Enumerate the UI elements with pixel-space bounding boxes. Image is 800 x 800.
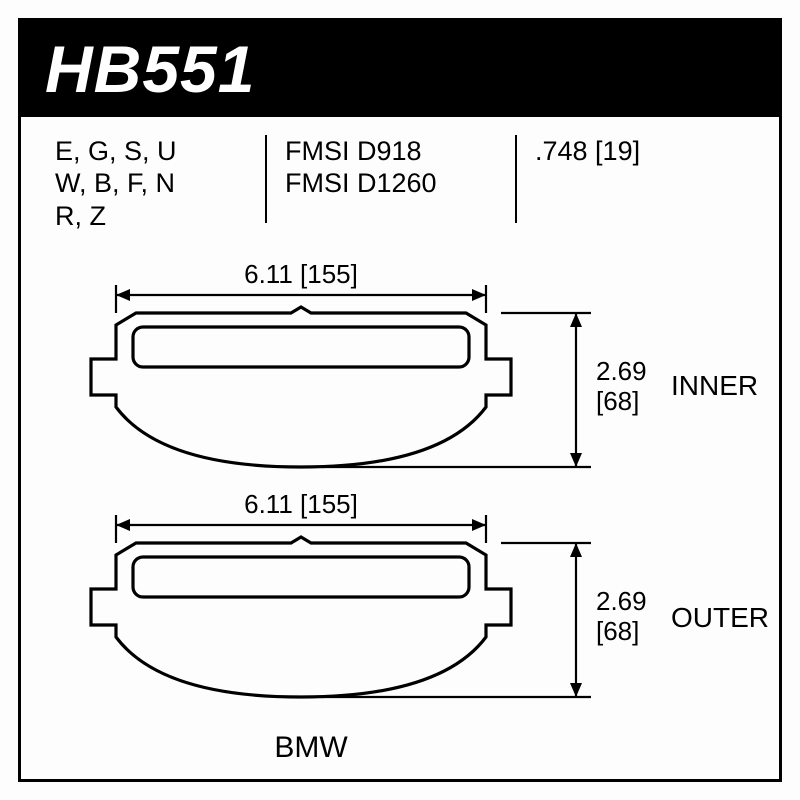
brake-pad-diagram: 6.11 [155] 2.69 [68] INNER (21, 235, 785, 783)
inner-height-mm: [68] (596, 386, 639, 416)
outer-label: OUTER (671, 602, 769, 633)
thickness-column: .748 [19] (515, 135, 767, 223)
diagram-area: 6.11 [155] 2.69 [68] INNER (21, 235, 779, 783)
info-row: E, G, S, U W, B, F, N R, Z FMSI D918 FMS… (21, 117, 779, 235)
spec-sheet-frame: HB551 E, G, S, U W, B, F, N R, Z FMSI D9… (18, 18, 782, 782)
fmsi-line: FMSI D918 (285, 135, 515, 167)
inner-height-value: 2.69 (596, 356, 647, 386)
fmsi-column: FMSI D918 FMSI D1260 (265, 135, 515, 223)
outer-height-mm: [68] (596, 616, 639, 646)
part-number-title: HB551 (45, 31, 255, 107)
thickness-line: .748 [19] (535, 135, 767, 167)
codes-line: W, B, F, N (55, 167, 265, 199)
inner-height-dimension: 2.69 [68] (321, 313, 647, 467)
outer-height-dimension: 2.69 [68] (321, 543, 647, 697)
inner-width-value: 6.11 [155] (244, 259, 358, 289)
outer-pad-shape (91, 537, 511, 697)
fmsi-line: FMSI D1260 (285, 167, 515, 199)
codes-line: E, G, S, U (55, 135, 265, 167)
inner-label: INNER (671, 370, 758, 401)
footer-brand: BMW (274, 731, 348, 764)
compound-codes-column: E, G, S, U W, B, F, N R, Z (55, 135, 265, 223)
inner-pad-shape (91, 307, 511, 467)
outer-width-dimension: 6.11 [155] (116, 489, 486, 543)
inner-width-dimension: 6.11 [155] (116, 259, 486, 313)
codes-line: R, Z (55, 200, 265, 232)
header-bar: HB551 (21, 21, 779, 117)
outer-height-value: 2.69 (596, 586, 647, 616)
outer-width-value: 6.11 [155] (244, 489, 358, 519)
